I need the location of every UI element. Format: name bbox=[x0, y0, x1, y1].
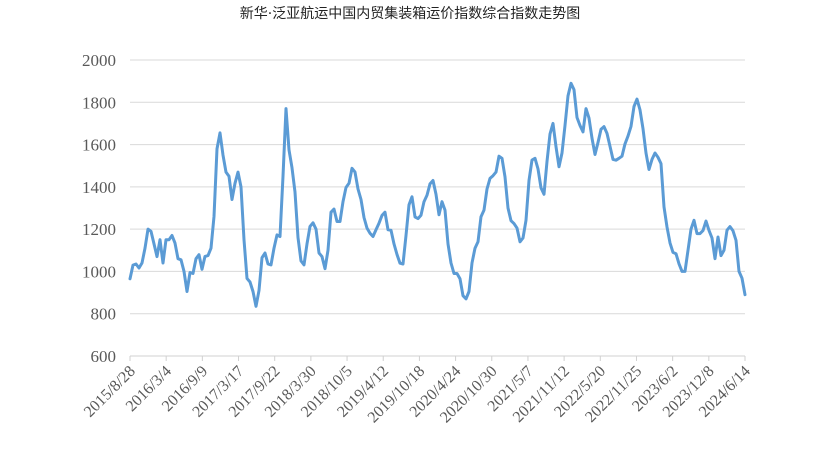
series-line bbox=[128, 81, 747, 308]
x-tick-label: 2015/8/28 bbox=[81, 363, 139, 421]
y-tick-label: 1200 bbox=[82, 220, 116, 239]
y-tick-label: 800 bbox=[91, 305, 117, 324]
y-tick-label: 1800 bbox=[82, 93, 116, 112]
y-tick-label: 600 bbox=[91, 347, 117, 366]
y-tick-label: 1000 bbox=[82, 262, 116, 281]
y-tick-label: 1600 bbox=[82, 136, 116, 155]
y-tick-label: 2000 bbox=[82, 51, 116, 70]
chart-title: 新华·泛亚航运中国内贸集装箱运价指数综合指数走势图 bbox=[239, 6, 581, 22]
y-tick-label: 1400 bbox=[82, 178, 116, 197]
